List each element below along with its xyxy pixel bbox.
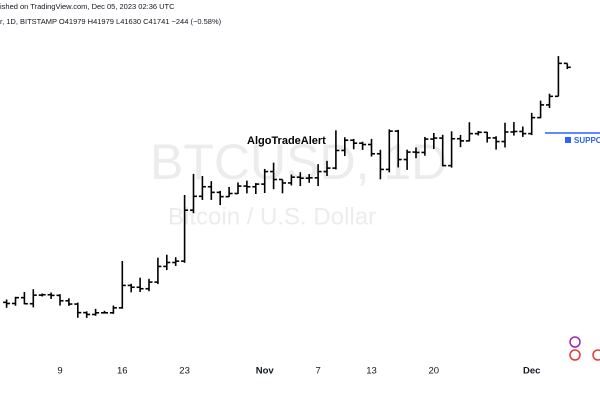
x-tick-label: 9	[57, 366, 62, 377]
event-icon[interactable]	[592, 349, 600, 361]
annotation: AlgoTradeAlert	[247, 135, 326, 147]
x-tick-label: 7	[315, 366, 320, 377]
watermark-subtitle: Bitcoin / U.S. Dollar	[168, 203, 376, 230]
x-tick-label: Dec	[523, 366, 540, 377]
x-tick-label: 20	[429, 366, 440, 377]
symbol-header: r, 1D, BITSTAMP O41979 H41979 L41630 C41…	[0, 17, 222, 26]
event-icon[interactable]	[569, 349, 581, 361]
event-icon[interactable]	[569, 336, 581, 348]
support-label: SUPPO	[574, 136, 600, 145]
support-icon	[565, 136, 571, 143]
x-tick-label: 13	[366, 366, 377, 377]
published-note: ished on TradingView.com, Dec 05, 2023 0…	[0, 2, 175, 11]
event-icons	[569, 336, 600, 361]
x-tick-label: 23	[179, 366, 190, 377]
x-tick-label: 16	[117, 366, 128, 377]
x-tick-label: Nov	[256, 366, 275, 377]
